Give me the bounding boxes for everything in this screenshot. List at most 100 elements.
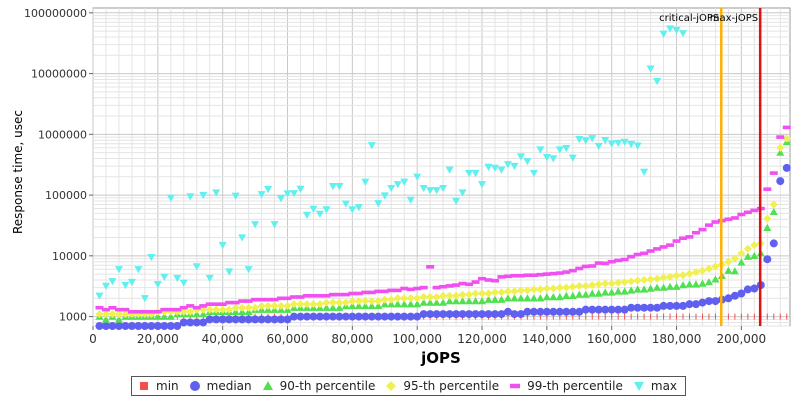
data-point	[601, 288, 610, 296]
data-point	[711, 297, 720, 306]
data-point	[289, 300, 298, 309]
data-point	[419, 310, 428, 319]
data-point	[322, 293, 331, 298]
data-point	[666, 25, 675, 33]
data-point	[516, 294, 525, 302]
data-point	[296, 300, 305, 309]
data-point	[542, 272, 551, 276]
data-point	[186, 318, 195, 327]
data-point	[782, 134, 791, 143]
data-point	[367, 312, 376, 321]
data-point	[212, 305, 221, 314]
data-point	[503, 161, 512, 169]
data-point	[380, 300, 389, 308]
data-point	[413, 300, 422, 308]
data-point	[562, 307, 571, 316]
data-point	[601, 137, 610, 145]
legend-marker	[385, 380, 397, 392]
data-point	[335, 292, 344, 297]
data-point	[354, 301, 363, 310]
x-tick-label: 140,000	[522, 332, 572, 346]
data-point	[633, 276, 642, 285]
data-point	[205, 305, 214, 314]
y-tick-label: 1000000	[38, 128, 87, 141]
data-point	[205, 302, 214, 306]
data-point	[108, 305, 117, 310]
data-point	[536, 272, 545, 277]
x-tick-label: 80,000	[331, 332, 373, 346]
data-point	[549, 284, 558, 293]
data-point	[724, 266, 733, 274]
data-point	[555, 293, 564, 301]
data-point	[458, 281, 467, 286]
data-point	[659, 273, 668, 282]
data-point	[283, 301, 292, 310]
data-point	[627, 303, 636, 312]
data-point	[289, 190, 298, 198]
data-point	[348, 297, 357, 306]
data-point	[575, 281, 584, 290]
data-point	[393, 294, 402, 303]
data-point	[516, 273, 525, 278]
data-point	[270, 297, 279, 302]
data-point	[484, 310, 493, 319]
data-point	[471, 280, 480, 284]
data-point	[387, 295, 396, 304]
data-point	[575, 290, 584, 298]
data-point	[302, 211, 311, 219]
data-point	[192, 318, 201, 327]
series-max	[95, 25, 688, 303]
data-point	[607, 140, 616, 148]
legend: min median 90-th percentile 95-th percentil…	[131, 376, 687, 396]
legend-marker-icon	[386, 381, 397, 391]
data-point	[322, 206, 331, 214]
data-point	[341, 200, 350, 208]
data-point	[503, 287, 512, 296]
data-point	[432, 293, 441, 302]
data-point	[484, 278, 493, 282]
data-point	[743, 252, 752, 260]
data-point	[458, 297, 467, 305]
data-point	[523, 294, 532, 302]
data-point	[640, 168, 649, 176]
data-point	[238, 234, 247, 242]
data-point	[315, 300, 324, 309]
data-point	[698, 266, 707, 275]
data-point	[322, 303, 331, 311]
data-point	[432, 298, 441, 306]
data-point	[529, 169, 538, 178]
data-point	[523, 158, 532, 166]
data-point	[101, 282, 110, 290]
data-point	[153, 309, 162, 314]
data-point	[730, 254, 739, 263]
data-point	[341, 312, 350, 321]
data-point	[691, 300, 700, 309]
data-point	[445, 166, 454, 174]
data-point	[277, 296, 286, 301]
data-point	[478, 297, 487, 305]
data-point	[406, 196, 415, 204]
legend-item: 99-th percentile	[509, 379, 623, 393]
data-point	[568, 307, 577, 316]
data-point	[387, 300, 396, 308]
data-point	[646, 303, 655, 312]
data-point	[419, 293, 428, 302]
data-point	[439, 298, 448, 306]
data-point	[432, 310, 441, 319]
data-point	[328, 303, 337, 311]
data-point	[633, 252, 642, 257]
data-point	[555, 307, 564, 316]
data-point	[672, 239, 681, 243]
data-point	[121, 310, 130, 319]
data-point	[510, 294, 519, 302]
data-point	[108, 322, 117, 330]
data-point	[101, 315, 110, 323]
data-point	[503, 294, 512, 302]
data-point	[704, 278, 713, 286]
data-point	[101, 310, 110, 319]
data-point	[666, 301, 675, 310]
data-point	[465, 282, 474, 287]
data-point	[724, 257, 733, 266]
